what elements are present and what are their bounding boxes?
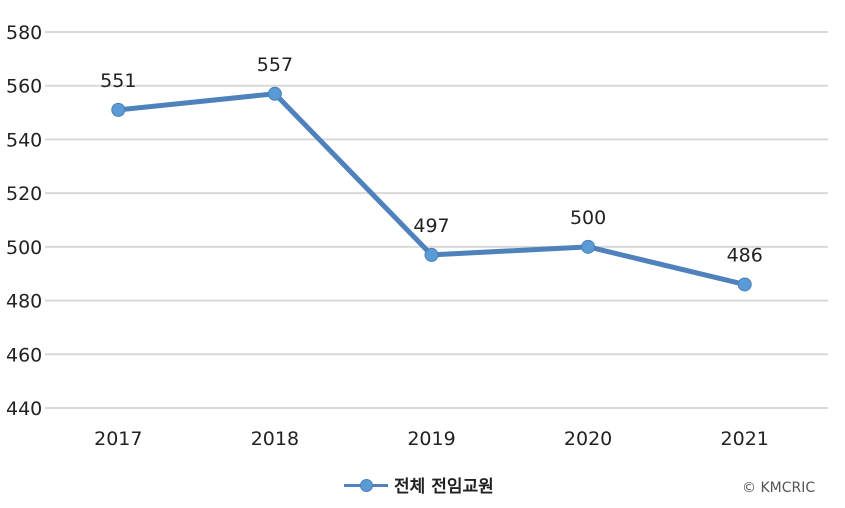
legend-line-marker-icon [344,478,388,492]
y-tick-label: 520 [6,183,42,205]
data-labels: 551 557 497 500 486 [100,54,763,267]
data-label: 551 [100,70,136,92]
y-axis-ticks: 580 560 540 520 500 480 460 440 [6,22,42,420]
y-tick-label: 500 [6,237,42,259]
x-tick-label: 2017 [94,428,142,450]
data-point-marker [737,277,752,292]
x-tick-label: 2018 [251,428,299,450]
x-tick-label: 2019 [407,428,455,450]
data-label: 497 [413,215,449,237]
y-tick-label: 480 [6,291,42,313]
data-label: 557 [257,54,293,76]
x-axis-ticks: 2017 2018 2019 2020 2021 [94,428,769,450]
data-point-marker [111,102,126,117]
data-label: 486 [727,244,763,266]
y-tick-label: 560 [6,76,42,98]
x-tick-label: 2021 [721,428,769,450]
y-tick-label: 460 [6,344,42,366]
y-tick-label: 580 [6,22,42,44]
gridlines [45,31,828,409]
data-point-marker [424,247,439,262]
data-label: 500 [570,207,606,229]
data-point-marker [267,86,282,101]
legend-label: 전체 전임교원 [394,477,494,497]
data-point-marker [581,239,596,254]
series-line [111,86,752,292]
legend: 전체 전임교원 [344,472,494,497]
y-tick-label: 440 [6,398,42,420]
x-tick-label: 2020 [564,428,612,450]
copyright-credit: © KMCRIC [742,480,816,496]
y-tick-label: 540 [6,129,42,151]
